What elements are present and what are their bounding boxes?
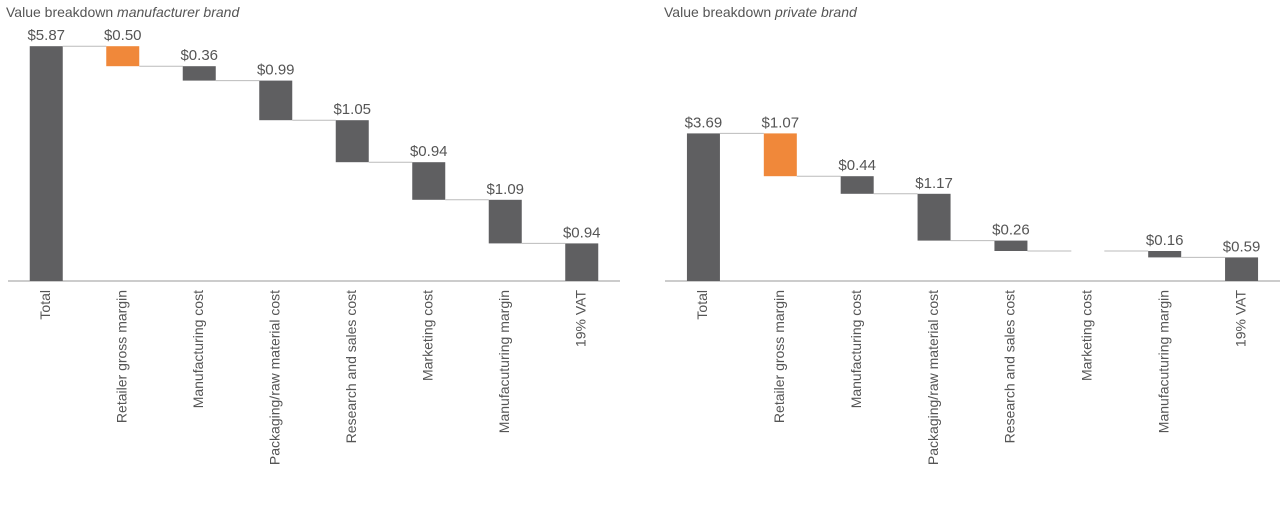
bar xyxy=(917,193,951,241)
title-text: Value breakdown xyxy=(6,4,113,20)
title-emphasis: manufacturer brand xyxy=(117,4,240,20)
data-label: $3.69 xyxy=(685,114,723,131)
x-tick-label: Manufacuturing margin xyxy=(1155,290,1171,433)
x-tick-label: Packaging/raw material cost xyxy=(925,290,941,465)
x-tick-label: Total xyxy=(694,290,710,320)
x-tick-label: 19% VAT xyxy=(1232,290,1248,348)
x-tick-label: Total xyxy=(37,290,53,320)
data-label: $0.16 xyxy=(1146,232,1184,249)
x-tick-label: Retailer gross margin xyxy=(113,290,129,423)
bar xyxy=(259,80,293,121)
x-tick-label: Packaging/raw material cost xyxy=(266,290,282,465)
x-tick-label: Manufacturing cost xyxy=(190,290,206,408)
data-label: $1.07 xyxy=(762,114,800,131)
x-tick-label: Marketing cost xyxy=(419,290,435,381)
x-tick-label: Manufacturing cost xyxy=(848,290,864,408)
bar xyxy=(106,46,140,67)
data-label: $1.09 xyxy=(486,181,524,198)
bar xyxy=(763,133,797,177)
bar xyxy=(488,199,522,244)
data-label: $0.44 xyxy=(838,157,876,174)
data-label: $5.87 xyxy=(27,27,65,44)
data-label: $1.17 xyxy=(915,175,953,192)
chart-title: Value breakdown private brand xyxy=(664,4,858,20)
bar xyxy=(29,46,63,282)
x-tick-label: Marketing cost xyxy=(1079,290,1095,381)
bar xyxy=(840,176,874,194)
data-label: $0.94 xyxy=(563,224,601,241)
bar xyxy=(335,120,369,163)
bar xyxy=(1225,257,1259,281)
bar xyxy=(994,240,1028,251)
bar xyxy=(182,66,216,81)
chart-title: Value breakdown manufacturer brand xyxy=(6,4,240,20)
x-tick-label: Research and sales cost xyxy=(1002,290,1018,443)
bar xyxy=(686,133,720,281)
data-label: $0.99 xyxy=(257,62,295,79)
data-label: $0.50 xyxy=(104,27,142,44)
data-label: $1.05 xyxy=(333,101,371,118)
x-tick-label: Retailer gross margin xyxy=(771,290,787,423)
title-emphasis: private brand xyxy=(774,4,858,20)
x-tick-label: 19% VAT xyxy=(572,290,588,348)
data-label: $0.94 xyxy=(410,143,448,160)
data-label: $0.36 xyxy=(180,47,218,64)
data-label: $0.26 xyxy=(992,222,1030,239)
bar xyxy=(1148,251,1182,258)
title-text: Value breakdown xyxy=(664,4,771,20)
bar xyxy=(565,243,599,281)
bar xyxy=(412,162,446,200)
x-tick-label: Manufacuturing margin xyxy=(496,290,512,433)
data-label: $0.59 xyxy=(1223,238,1261,255)
x-tick-label: Research and sales cost xyxy=(343,290,359,443)
